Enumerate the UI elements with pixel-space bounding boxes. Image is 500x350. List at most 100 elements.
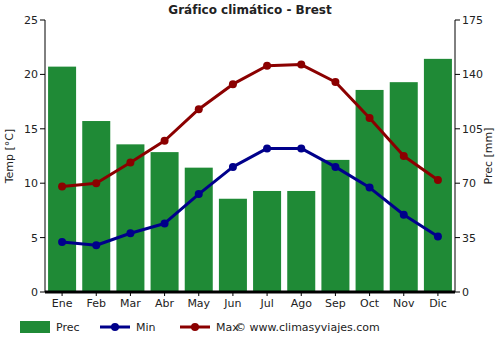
marker (92, 241, 100, 249)
x-tick-label: Dic (429, 297, 447, 310)
marker (297, 61, 305, 69)
x-tick (164, 292, 165, 296)
bar (356, 90, 384, 292)
marker (58, 238, 66, 246)
x-axis (45, 291, 455, 294)
x-tick (369, 292, 370, 296)
x-tick (232, 292, 233, 296)
x-tick-label: Ago (291, 297, 313, 310)
x-tick-label: Nov (393, 297, 415, 310)
x-tick-label: Feb (87, 297, 106, 310)
bar (321, 160, 349, 292)
marker (297, 144, 305, 152)
x-tick-label: Mar (120, 297, 141, 310)
x-tick (267, 292, 268, 296)
legend-label: Prec (56, 321, 80, 334)
marker (58, 182, 66, 190)
marker (229, 163, 237, 171)
marker (126, 159, 134, 167)
y-tick-label: 0 (31, 286, 38, 299)
y2-tick-label: 105 (462, 123, 483, 136)
x-tick-label: Abr (155, 297, 175, 310)
y-tick (40, 20, 45, 21)
marker (400, 152, 408, 160)
x-tick (130, 292, 131, 296)
bar (390, 82, 418, 292)
y2-tick (455, 128, 460, 129)
x-tick-label: Ene (52, 297, 73, 310)
legend: PrecMinMax (20, 321, 239, 334)
marker (126, 229, 134, 237)
marker (434, 176, 442, 184)
bar (253, 191, 281, 292)
x-tick (437, 292, 438, 296)
marker (92, 179, 100, 187)
y2-tick-label: 70 (462, 177, 476, 190)
marker (331, 78, 339, 86)
marker (161, 137, 169, 145)
marker (195, 190, 203, 198)
y2-tick (455, 292, 460, 293)
bar (116, 144, 144, 292)
y2-tick-label: 35 (462, 232, 476, 245)
x-tick-label: May (187, 297, 210, 310)
legend-label: Min (136, 321, 156, 334)
marker (195, 105, 203, 113)
y-tick (40, 128, 45, 129)
marker (263, 62, 271, 70)
y-tick-label: 25 (24, 14, 38, 27)
y2-axis-label: Prec [mm] (482, 127, 495, 184)
x-tick-label: Sep (325, 297, 346, 310)
y-tick (40, 292, 45, 293)
marker (366, 114, 374, 122)
y2-tick (455, 74, 460, 75)
line (62, 65, 438, 187)
y-tick (40, 237, 45, 238)
x-tick (96, 292, 97, 296)
marks (48, 59, 452, 292)
y2-tick (455, 183, 460, 184)
legend-marker (191, 323, 199, 331)
bar (287, 191, 315, 292)
marker (366, 184, 374, 192)
marker (161, 219, 169, 227)
x-tick-label: Jul (259, 297, 273, 310)
y-axis-label: Temp [°C] (3, 129, 16, 185)
y-axis (45, 20, 46, 292)
title: Gráfico climático - Brest (168, 3, 332, 17)
marker (263, 144, 271, 152)
y2-tick (455, 20, 460, 21)
marker (400, 211, 408, 219)
x-tick (198, 292, 199, 296)
marker (434, 233, 442, 241)
x-tick (403, 292, 404, 296)
y-tick (40, 74, 45, 75)
y2-tick-label: 0 (462, 286, 469, 299)
bar (424, 59, 452, 292)
x-tick-label: Oct (360, 297, 380, 310)
y-tick-label: 5 (31, 232, 38, 245)
y-tick (40, 183, 45, 184)
x-tick-label: Jun (223, 297, 241, 310)
bar (151, 152, 179, 292)
y-tick-label: 20 (24, 68, 38, 81)
y2-tick-label: 175 (462, 14, 483, 27)
y2-axis (455, 20, 456, 292)
legend-swatch (20, 321, 50, 333)
y-tick-label: 10 (24, 177, 38, 190)
marker (331, 163, 339, 171)
x-tick (62, 292, 63, 296)
background (0, 0, 500, 350)
y-tick-label: 15 (24, 123, 38, 136)
bar (219, 199, 247, 292)
bar (48, 67, 76, 292)
legend-marker (111, 323, 119, 331)
chart: Gráfico climático - Brest 0 5 10 15 20 25 0 35 70… (0, 0, 500, 350)
x-tick (335, 292, 336, 296)
y2-tick-label: 140 (462, 68, 483, 81)
line (62, 148, 438, 245)
y2-tick (455, 237, 460, 238)
annotation: © www.climasyviajes.com (235, 321, 380, 334)
bar (82, 121, 110, 292)
marker (229, 80, 237, 88)
